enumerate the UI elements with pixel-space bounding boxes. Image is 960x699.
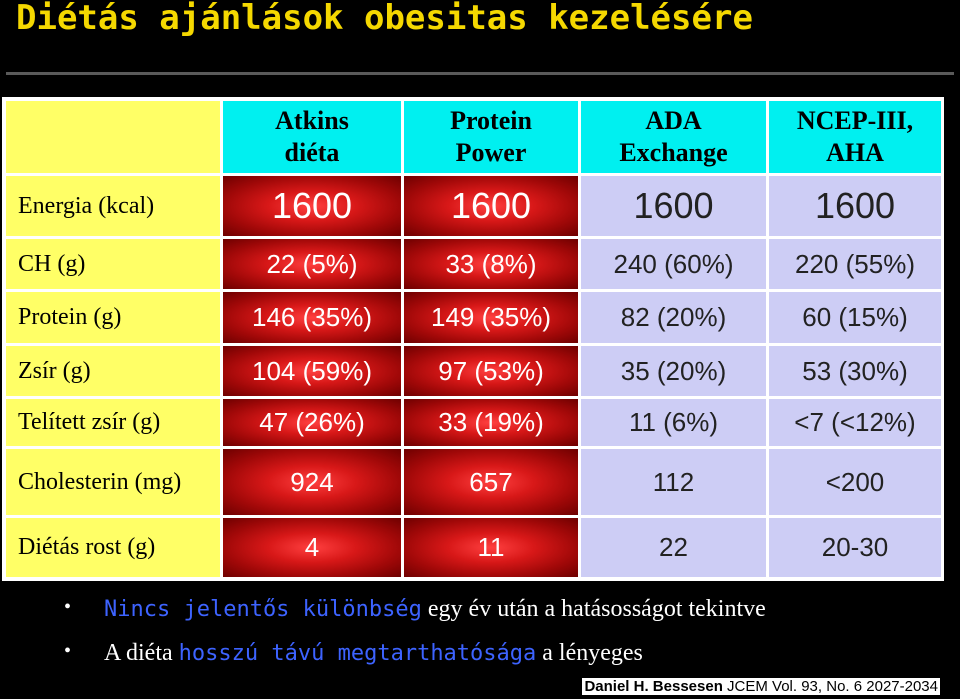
table-cell: 47 (26%) [223,399,401,446]
bullet-pre: A diéta [104,640,179,666]
table-cell: 11 [404,518,578,577]
column-header-line: Exchange [619,138,728,167]
citation-author: Daniel H. Bessesen [584,678,723,695]
table-cell: 220 (55%) [769,239,941,289]
table-cell: 149 (35%) [404,292,578,343]
bullet-text: Nincs jelentős különbség egy év után a h… [104,596,766,623]
table-cell: 240 (60%) [581,239,766,289]
table-cell: 53 (30%) [769,346,941,396]
table-cell: 104 (59%) [223,346,401,396]
table-cell: 97 (53%) [404,346,578,396]
column-header-ncep-aha: NCEP-III, AHA [769,101,941,173]
column-header-atkins: Atkins diéta [223,101,401,173]
diet-comparison-table: Atkins diéta Protein Power ADA Exchange … [2,97,944,581]
bullet-highlight: Nincs jelentős különbség [104,597,422,622]
table-cell: 1600 [223,176,401,236]
row-label: Zsír (g) [6,346,220,396]
citation-ref: JCEM Vol. 93, No. 6 2027-2034 [722,678,938,695]
row-label: CH (g) [6,239,220,289]
table-cell: 112 [581,449,766,515]
bullet-rest: egy év után a hatásosságot tekintve [421,596,766,622]
table-cell: 11 (6%) [581,399,766,446]
table-cell: 924 [223,449,401,515]
title-divider [6,72,954,75]
column-header-line: AHA [826,138,884,167]
table-cell: 82 (20%) [581,292,766,343]
table-cell: 33 (19%) [404,399,578,446]
bullet-text: A diéta hosszú távú megtarthatósága a lé… [104,640,643,667]
table-cell: 1600 [769,176,941,236]
table-cell: 22 [581,518,766,577]
table-cell: 20-30 [769,518,941,577]
table-cell: 60 (15%) [769,292,941,343]
table-cell: 35 (20%) [581,346,766,396]
bullet-dot-icon: • [64,596,72,618]
table-cell: <200 [769,449,941,515]
table-cell: 657 [404,449,578,515]
bullet-rest: a lényeges [536,640,643,666]
row-label: Telített zsír (g) [6,399,220,446]
bullet-dot-icon: • [64,640,72,662]
row-label: Diétás rost (g) [6,518,220,577]
bullet-highlight: hosszú távú megtarthatósága [178,641,537,666]
column-header-ada-exchange: ADA Exchange [581,101,766,173]
column-header-line: ADA [645,106,702,135]
column-header-line: Power [455,138,527,167]
table-cell: 33 (8%) [404,239,578,289]
column-header-line: diéta [284,138,340,167]
column-header-line: Atkins [275,106,349,135]
citation: Daniel H. Bessesen JCEM Vol. 93, No. 6 2… [582,678,940,695]
slide-title: Diétás ajánlások obesitas kezelésére [16,0,753,38]
table-cell: <7 (<12%) [769,399,941,446]
table-cell: 146 (35%) [223,292,401,343]
table-cell: 22 (5%) [223,239,401,289]
table-corner-cell [6,101,220,173]
table-cell: 1600 [404,176,578,236]
table-cell: 4 [223,518,401,577]
column-header-line: NCEP-III, [796,106,914,135]
row-label: Protein (g) [6,292,220,343]
row-label: Cholesterin (mg) [6,449,220,515]
table-cell: 1600 [581,176,766,236]
row-label: Energia (kcal) [6,176,220,236]
column-header-protein-power: Protein Power [404,101,578,173]
column-header-line: Protein [450,106,532,135]
